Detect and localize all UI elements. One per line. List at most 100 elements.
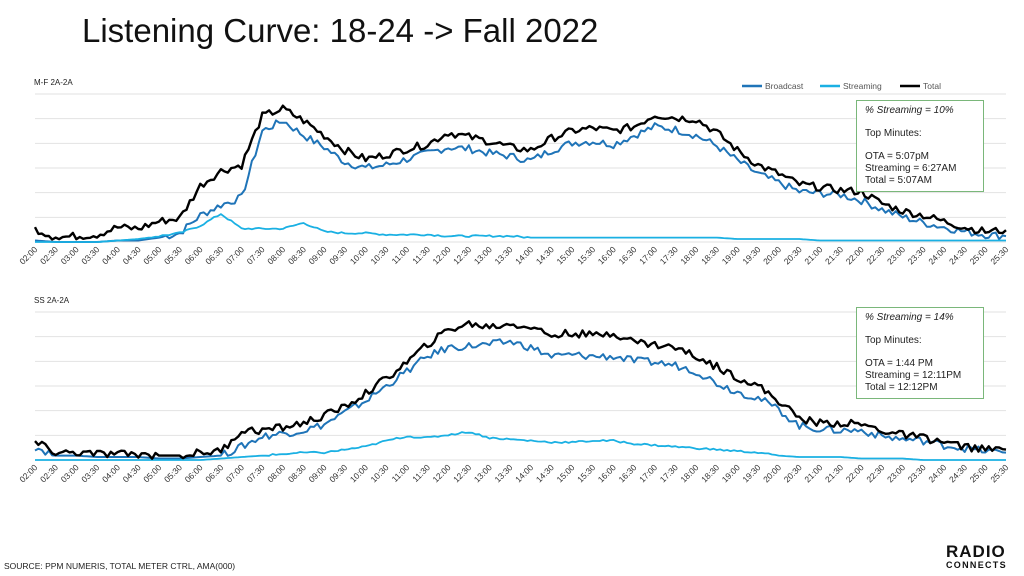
chart-panel-weekend: SS 2A-2A 02:0002:3003:0003:3004:0004:300…: [17, 296, 1010, 484]
x-tick-label: 02:30: [38, 244, 60, 266]
x-tick-label: 16:00: [596, 462, 618, 484]
x-tick-label: 06:30: [203, 244, 225, 266]
x-tick-label: 23:00: [885, 244, 907, 266]
x-tick-label: 23:30: [906, 244, 928, 266]
x-tick-label: 08:30: [286, 462, 308, 484]
series-line-streaming: [35, 213, 1006, 243]
logo-line-2: CONNECTS: [946, 560, 1007, 570]
x-tick-label: 25:00: [968, 462, 990, 484]
x-tick-label: 09:30: [327, 244, 349, 266]
x-tick-label: 12:00: [430, 244, 452, 266]
top-minutes-heading: Top Minutes:: [865, 335, 922, 346]
x-tick-label: 09:00: [307, 462, 329, 484]
x-tick-label: 23:30: [906, 462, 928, 484]
x-tick-label: 15:30: [575, 462, 597, 484]
x-tick-label: 21:30: [823, 462, 845, 484]
x-tick-label: 25:30: [988, 244, 1010, 266]
x-tick-label: 15:00: [554, 462, 576, 484]
logo-line-1: RADIO: [946, 542, 1006, 561]
x-tick-label: 10:30: [369, 244, 391, 266]
x-tick-label: 22:00: [844, 244, 866, 266]
x-tick-label: 12:30: [451, 462, 473, 484]
x-tick-label: 23:00: [885, 462, 907, 484]
total-top-minute: Total = 12:12PM: [865, 382, 938, 393]
x-tick-label: 14:30: [534, 462, 556, 484]
series-line-total: [33, 104, 1007, 241]
streaming-top-minute: Streaming = 6:27AM: [865, 163, 957, 174]
x-tick-label: 18:30: [699, 244, 721, 266]
x-tick-label: 20:00: [761, 462, 783, 484]
x-tick-label: 20:30: [782, 244, 804, 266]
x-tick-label: 07:30: [245, 244, 267, 266]
x-tick-label: 02:00: [17, 462, 39, 484]
x-tick-label: 11:00: [390, 244, 412, 266]
x-tick-label: 20:00: [761, 244, 783, 266]
series-line-total: [34, 320, 1007, 460]
x-tick-label: 05:30: [162, 462, 184, 484]
x-tick-label: 11:30: [410, 244, 432, 266]
x-tick-label: 16:30: [616, 244, 638, 266]
x-tick-label: 05:00: [141, 462, 163, 484]
x-tick-label: 16:30: [616, 462, 638, 484]
x-tick-label: 04:00: [100, 244, 122, 266]
x-tick-label: 07:00: [224, 244, 246, 266]
x-tick-label: 03:00: [59, 462, 81, 484]
ota-top-minute: OTA = 5:07pM: [865, 151, 930, 162]
x-tick-label: 07:00: [224, 462, 246, 484]
x-tick-label: 18:00: [678, 244, 700, 266]
x-tick-label: 02:30: [38, 462, 60, 484]
x-tick-label: 04:00: [100, 462, 122, 484]
x-tick-label: 17:00: [637, 462, 659, 484]
x-tick-label: 19:00: [720, 244, 742, 266]
x-tick-label: 06:00: [183, 462, 205, 484]
x-tick-label: 06:30: [203, 462, 225, 484]
x-tick-label: 07:30: [245, 462, 267, 484]
chart-panel-weekday: M-F 2A-2A Broadcast Streaming Total 02:0…: [17, 78, 1010, 266]
x-tick-label: 17:30: [658, 244, 680, 266]
x-tick-label: 22:00: [844, 462, 866, 484]
x-tick-label: 14:00: [513, 244, 535, 266]
x-tick-label: 09:00: [307, 244, 329, 266]
x-tick-label: 06:00: [183, 244, 205, 266]
x-tick-label: 02:00: [17, 244, 39, 266]
x-tick-label: 11:00: [390, 462, 412, 484]
source-footnote: SOURCE: PPM NUMERIS, TOTAL METER CTRL, A…: [4, 561, 236, 571]
x-tick-label: 22:30: [864, 244, 886, 266]
x-tick-label: 24:00: [926, 244, 948, 266]
panel-label: SS 2A-2A: [34, 296, 70, 305]
x-tick-label: 17:00: [637, 244, 659, 266]
x-tick-label: 17:30: [658, 462, 680, 484]
callout-weekend: % Streaming = 14% Top Minutes: OTA = 1:4…: [856, 307, 984, 399]
legend-streaming-label: Streaming: [843, 81, 882, 91]
series-line-streaming: [35, 431, 1006, 461]
x-tick-label: 18:00: [678, 462, 700, 484]
legend: Broadcast Streaming Total: [742, 81, 941, 91]
x-tick-label: 10:00: [348, 462, 370, 484]
ota-top-minute: OTA = 1:44 PM: [865, 358, 933, 369]
x-tick-label: 04:30: [121, 244, 143, 266]
x-tick-label: 13:00: [472, 462, 494, 484]
x-tick-label: 13:30: [492, 244, 514, 266]
series-line-broadcast: [34, 338, 1007, 460]
x-tick-label: 03:30: [79, 462, 101, 484]
x-tick-label: 25:00: [968, 244, 990, 266]
x-tick-label: 12:00: [430, 462, 452, 484]
x-tick-label: 16:00: [596, 244, 618, 266]
x-tick-label: 14:00: [513, 462, 535, 484]
x-tick-label: 14:30: [534, 244, 556, 266]
series-line-broadcast: [34, 119, 1007, 243]
x-tick-label: 25:30: [988, 462, 1010, 484]
x-tick-label: 18:30: [699, 462, 721, 484]
x-tick-label: 08:30: [286, 244, 308, 266]
page-title: Listening Curve: 18-24 -> Fall 2022: [82, 12, 599, 49]
x-tick-label: 24:30: [947, 462, 969, 484]
x-tick-label: 15:00: [554, 244, 576, 266]
x-tick-label: 13:00: [472, 244, 494, 266]
x-tick-label: 22:30: [864, 462, 886, 484]
x-tick-label: 09:30: [327, 462, 349, 484]
callout-weekday: % Streaming = 10% Top Minutes: OTA = 5:0…: [856, 100, 984, 192]
legend-broadcast-label: Broadcast: [765, 81, 804, 91]
x-tick-label: 24:30: [947, 244, 969, 266]
x-tick-label: 10:30: [369, 462, 391, 484]
panel-label: M-F 2A-2A: [34, 78, 73, 87]
